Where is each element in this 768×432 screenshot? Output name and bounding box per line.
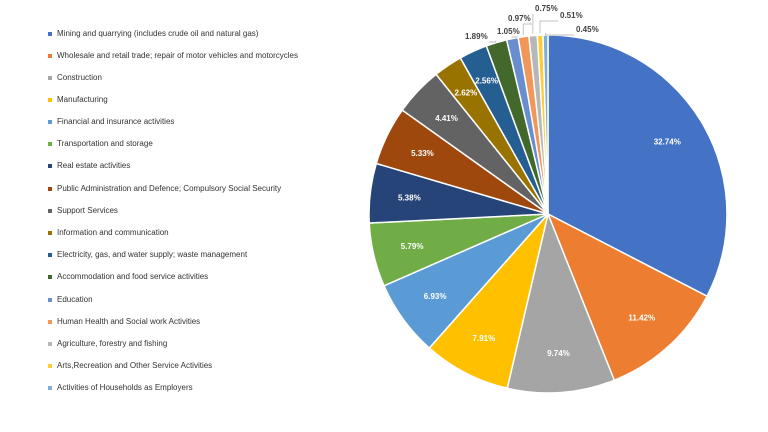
legend-label: Mining and quarrying (includes crude oil… bbox=[57, 29, 259, 38]
legend-label: Financial and insurance activities bbox=[57, 117, 175, 126]
legend-label: Activities of Households as Employers bbox=[57, 383, 193, 392]
legend-item: Manufacturing bbox=[48, 95, 298, 105]
data-label: 5.79% bbox=[401, 242, 424, 251]
pie-slice bbox=[506, 211, 616, 394]
data-label: 0.51% bbox=[560, 11, 583, 20]
legend-label: Public Administration and Defence; Compu… bbox=[57, 184, 282, 193]
legend-swatch bbox=[48, 209, 52, 213]
leader-line bbox=[539, 20, 558, 34]
legend-swatch bbox=[48, 76, 52, 80]
data-label: 0.75% bbox=[535, 4, 558, 13]
legend-item: Public Administration and Defence; Compu… bbox=[48, 184, 298, 194]
data-label: 5.38% bbox=[398, 194, 421, 203]
legend-item: Construction bbox=[48, 73, 298, 83]
legend-label: Transportation and storage bbox=[57, 139, 153, 148]
legend-item: Electricity, gas, and water supply; wast… bbox=[48, 250, 298, 260]
data-label: 5.33% bbox=[411, 149, 434, 158]
legend-swatch bbox=[48, 231, 52, 235]
legend-item: Wholesale and retail trade; repair of mo… bbox=[48, 51, 298, 61]
data-label: 2.62% bbox=[455, 88, 478, 97]
legend-swatch bbox=[48, 187, 52, 191]
legend-label: Accommodation and food service activitie… bbox=[57, 272, 209, 281]
legend-item: Activities of Households as Employers bbox=[48, 383, 298, 393]
legend-label: Construction bbox=[57, 73, 102, 82]
legend-label: Electricity, gas, and water supply; wast… bbox=[57, 250, 248, 259]
legend-swatch bbox=[48, 386, 52, 390]
leader-line bbox=[489, 40, 497, 43]
data-label: 1.05% bbox=[497, 27, 520, 36]
legend-swatch bbox=[48, 98, 52, 102]
legend-item: Education bbox=[48, 295, 298, 305]
data-label: 0.45% bbox=[576, 25, 599, 34]
legend-item: Transportation and storage bbox=[48, 139, 298, 149]
legend-item: Support Services bbox=[48, 206, 298, 216]
pie-slice bbox=[546, 212, 709, 382]
data-label: 7.91% bbox=[473, 334, 496, 343]
legend-swatch bbox=[48, 253, 52, 257]
legend-swatch bbox=[48, 320, 52, 324]
pie-slice bbox=[547, 34, 728, 298]
legend-swatch bbox=[48, 164, 52, 168]
legend-item: Financial and insurance activities bbox=[48, 117, 298, 127]
data-label: 1.89% bbox=[465, 32, 488, 41]
leader-line bbox=[545, 33, 574, 36]
legend-swatch bbox=[48, 120, 52, 124]
legend-swatch bbox=[48, 275, 52, 279]
data-label: 6.93% bbox=[424, 292, 447, 301]
data-label: 11.42% bbox=[628, 313, 655, 322]
legend-swatch bbox=[48, 32, 52, 36]
legend-item: Human Health and Social work Activities bbox=[48, 317, 298, 327]
legend-label: Agriculture, forestry and fishing bbox=[57, 339, 168, 348]
legend-item: Accommodation and food service activitie… bbox=[48, 272, 298, 282]
legend-item: Mining and quarrying (includes crude oil… bbox=[48, 29, 298, 39]
legend-swatch bbox=[48, 342, 52, 346]
leader-line bbox=[522, 23, 532, 35]
legend-item: Real estate activities bbox=[48, 161, 298, 171]
legend-item: Information and communication bbox=[48, 228, 298, 238]
data-label: 9.74% bbox=[547, 349, 570, 358]
data-label: 4.41% bbox=[435, 114, 458, 123]
data-label: 0.97% bbox=[508, 14, 531, 23]
legend-label: Real estate activities bbox=[57, 161, 131, 170]
legend-swatch bbox=[48, 54, 52, 58]
legend-label: Human Health and Social work Activities bbox=[57, 317, 201, 326]
legend-label: Manufacturing bbox=[57, 95, 108, 104]
legend-label: Information and communication bbox=[57, 228, 169, 237]
legend-swatch bbox=[48, 298, 52, 302]
legend-label: Wholesale and retail trade; repair of mo… bbox=[57, 51, 298, 60]
legend-swatch bbox=[48, 142, 52, 146]
data-label: 32.74% bbox=[654, 137, 681, 146]
legend-swatch bbox=[48, 364, 52, 368]
legend-item: Arts,Recreation and Other Service Activi… bbox=[48, 361, 298, 371]
legend-label: Education bbox=[57, 295, 93, 304]
legend-label: Arts,Recreation and Other Service Activi… bbox=[57, 361, 213, 370]
legend-label: Support Services bbox=[57, 206, 118, 215]
data-label: 2.56% bbox=[475, 77, 498, 86]
legend-item: Agriculture, forestry and fishing bbox=[48, 339, 298, 349]
